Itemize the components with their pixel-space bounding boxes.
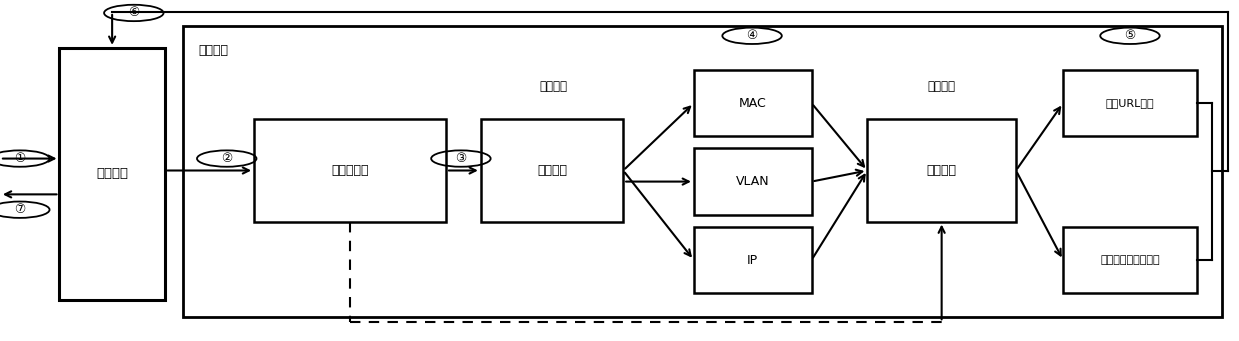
FancyBboxPatch shape (694, 148, 812, 215)
Text: 高级匹配: 高级匹配 (928, 80, 955, 93)
Text: 高级过滤: 高级过滤 (927, 164, 957, 177)
Text: 交换单元: 交换单元 (97, 167, 128, 180)
Text: 收包及解析: 收包及解析 (331, 164, 369, 177)
Text: MAC: MAC (738, 97, 767, 110)
Text: IP: IP (747, 253, 758, 267)
Text: ⑦: ⑦ (14, 203, 26, 216)
Text: 基于传输层负载过滤: 基于传输层负载过滤 (1100, 255, 1160, 265)
Text: 基于URL过滤: 基于URL过滤 (1105, 98, 1155, 108)
Text: 计算单元: 计算单元 (198, 44, 228, 57)
Text: ③: ③ (455, 152, 467, 165)
FancyBboxPatch shape (1063, 70, 1197, 136)
FancyBboxPatch shape (183, 26, 1222, 317)
FancyBboxPatch shape (481, 119, 623, 222)
FancyBboxPatch shape (59, 48, 165, 300)
Text: ④: ④ (746, 29, 758, 42)
FancyBboxPatch shape (867, 119, 1016, 222)
FancyBboxPatch shape (694, 70, 812, 136)
Text: ⑥: ⑥ (128, 6, 140, 19)
FancyBboxPatch shape (694, 227, 812, 293)
FancyBboxPatch shape (1063, 227, 1197, 293)
Text: ①: ① (14, 152, 26, 165)
Text: ②: ② (221, 152, 233, 165)
Text: VLAN: VLAN (736, 175, 769, 188)
Text: ⑤: ⑤ (1124, 29, 1136, 42)
FancyBboxPatch shape (254, 119, 446, 222)
Text: 基础匹配: 基础匹配 (540, 80, 567, 93)
Text: 基础过滤: 基础过滤 (536, 164, 567, 177)
